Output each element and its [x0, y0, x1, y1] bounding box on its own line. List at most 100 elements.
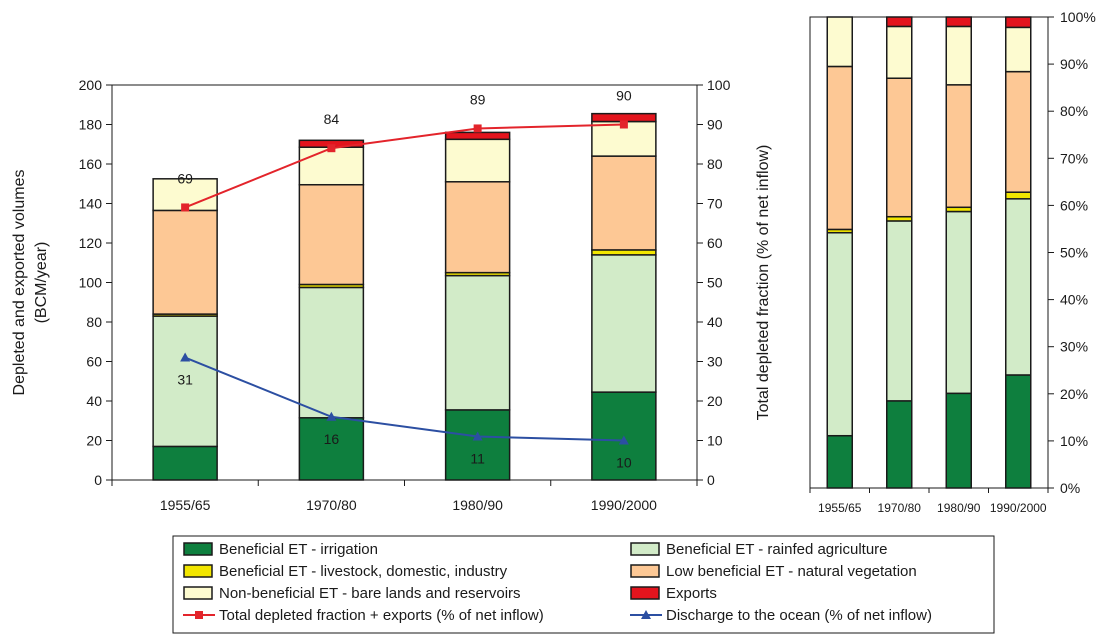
bar-segment-low-beneficial-et-natural-vegetation: [591, 155, 657, 251]
right-y-tick-label: 10: [707, 433, 723, 449]
pct-bar-segment-beneficial-et-irrigation: [826, 434, 853, 489]
right-y-tick-label: 60: [707, 235, 723, 251]
pct-y-tick-label: 60%: [1060, 197, 1088, 213]
pct-bar-segment-non-beneficial-et-bare-lands-and-reservoirs: [886, 25, 913, 79]
pct-bar-segment-low-beneficial-et-natural-vegetation: [826, 65, 853, 231]
pct-bar-segment-non-beneficial-et-bare-lands-and-reservoirs: [826, 16, 853, 68]
pct-bar-segment-beneficial-et-rainfed-agriculture: [945, 210, 972, 395]
pct-bar-segment-non-beneficial-et-bare-lands-and-reservoirs: [945, 25, 972, 86]
bar-segment-non-beneficial-et-bare-lands-and-reservoirs: [298, 146, 365, 186]
bar-segment-low-beneficial-et-natural-vegetation: [444, 181, 511, 274]
right-y-tick-label: 40: [707, 314, 723, 330]
pct-bar-segment-beneficial-et-irrigation: [886, 400, 913, 489]
right-y-tick-label: 20: [707, 393, 723, 409]
pct-bar-segment-low-beneficial-et-natural-vegetation: [1005, 70, 1032, 193]
bar-segment-beneficial-et-rainfed-agriculture: [152, 315, 218, 448]
pct-y-tick-label: 30%: [1060, 339, 1088, 355]
left-y-axis-title: Depleted and exported volumes: [11, 170, 28, 396]
data-label-total-depleted-fraction-exports-of-net-inflow: 69: [177, 170, 193, 186]
left-y-tick-label: 60: [86, 354, 102, 370]
bar-segment-exports: [591, 112, 657, 123]
right-y-tick-label: 0: [707, 472, 715, 488]
line-total-depleted-fraction-exports-of-net-inflow: [184, 123, 624, 209]
line-marker-square: [619, 120, 628, 129]
left-y-tick-label: 160: [79, 156, 103, 172]
line-marker-square: [181, 203, 190, 212]
pct-y-tick-label: 0%: [1060, 480, 1080, 496]
pct-bar-segment-exports: [886, 16, 913, 28]
pct-y-tick-label: 10%: [1060, 433, 1088, 449]
pct-y-tick-label: 40%: [1060, 292, 1088, 308]
legend-swatch-beneficial-et-livestock-domestic-industry: [183, 564, 213, 578]
legend-swatch-exports: [630, 586, 660, 600]
legend-label-exports: Exports: [666, 585, 717, 602]
bar-segment-beneficial-et-rainfed-agriculture: [591, 254, 657, 393]
pct-bar-segment-low-beneficial-et-natural-vegetation: [945, 84, 972, 209]
legend-label-non-beneficial-et-bare-lands-and-reservoirs: Non-beneficial ET - bare lands and reser…: [219, 585, 521, 602]
right-y-tick-label: 100: [707, 77, 731, 93]
left-y-tick-label: 80: [86, 314, 102, 330]
pct-y-tick-label: 100%: [1060, 9, 1096, 25]
bar-segment-exports: [444, 131, 511, 141]
left-y-axis-unit: (BCM/year): [33, 242, 50, 324]
pct-bar-segment-beneficial-et-irrigation: [945, 392, 972, 489]
left-y-tick-label: 140: [79, 196, 103, 212]
x-tick-label: 1990/2000: [591, 497, 657, 513]
left-y-tick-label: 200: [79, 77, 103, 93]
bar-segment-non-beneficial-et-bare-lands-and-reservoirs: [444, 138, 511, 183]
bar-segment-low-beneficial-et-natural-vegetation: [152, 209, 218, 315]
pct-y-tick-label: 80%: [1060, 103, 1088, 119]
pct-x-tick-label: 1970/80: [878, 501, 922, 515]
legend-label-beneficial-et-livestock-domestic-industry: Beneficial ET - livestock, domestic, ind…: [219, 563, 508, 580]
left-y-tick-label: 100: [79, 275, 103, 291]
line-marker-triangle: [618, 435, 629, 445]
left-y-tick-label: 40: [86, 393, 102, 409]
data-label-discharge-to-the-ocean-of-net-inflow: 16: [324, 431, 340, 447]
right-y-axis-title: Total depleted fraction (% of net inflow…: [755, 145, 772, 421]
pct-x-tick-label: 1955/65: [818, 501, 862, 515]
bar-segment-low-beneficial-et-natural-vegetation: [298, 183, 365, 286]
pct-bar-segment-exports: [945, 16, 972, 28]
right-percent-stacked-bar-chart: 0% 10% 20% 30% 40% 50% 60% 70% 80% 90% 100% 1955/65…: [809, 9, 1096, 515]
left-y-tick-label: 120: [79, 235, 103, 251]
bar-segment-beneficial-et-irrigation: [444, 409, 511, 481]
x-tick-label: 1970/80: [306, 497, 357, 513]
bar-segment-beneficial-et-rainfed-agriculture: [444, 274, 511, 411]
pct-bar-segment-beneficial-et-rainfed-agriculture: [1005, 198, 1032, 376]
pct-bar-segment-beneficial-et-irrigation: [1005, 374, 1032, 489]
line-marker-triangle: [180, 352, 191, 362]
legend-marker-square: [195, 611, 203, 619]
pct-bar-segment-exports: [1005, 16, 1032, 29]
pct-bar-segment-low-beneficial-et-natural-vegetation: [886, 77, 913, 218]
line-marker-square: [327, 144, 336, 153]
right-y-tick-label: 50: [707, 275, 723, 291]
legend-label-total-depleted-fraction-exports-of-net-inflow: Total depleted fraction + exports (% of …: [219, 607, 544, 624]
line-marker-triangle: [472, 431, 483, 441]
pct-x-tick-label: 1990/2000: [990, 501, 1047, 515]
legend-label-discharge-to-the-ocean-of-net-inflow: Discharge to the ocean (% of net inflow): [666, 607, 932, 624]
pct-y-tick-label: 20%: [1060, 386, 1088, 402]
legend-swatch-beneficial-et-rainfed-agriculture: [630, 542, 660, 556]
legend-label-beneficial-et-rainfed-agriculture: Beneficial ET - rainfed agriculture: [666, 541, 888, 558]
data-label-total-depleted-fraction-exports-of-net-inflow: 89: [470, 91, 486, 107]
pct-y-tick-label: 90%: [1060, 56, 1088, 72]
pct-y-tick-label: 70%: [1060, 150, 1088, 166]
legend-frame: [172, 535, 995, 634]
data-label-discharge-to-the-ocean-of-net-inflow: 11: [470, 451, 485, 467]
pct-bar-segment-non-beneficial-et-bare-lands-and-reservoirs: [1005, 26, 1032, 73]
data-label-discharge-to-the-ocean-of-net-inflow: 10: [616, 455, 632, 471]
line-marker-triangle: [326, 411, 337, 421]
data-label-total-depleted-fraction-exports-of-net-inflow: 90: [616, 88, 632, 104]
legend-swatch-beneficial-et-irrigation: [183, 542, 213, 556]
pct-x-tick-label: 1980/90: [937, 501, 981, 515]
data-label-total-depleted-fraction-exports-of-net-inflow: 84: [324, 111, 340, 127]
legend: Beneficial ET - irrigation Beneficial ET …: [172, 535, 995, 634]
x-tick-label: 1980/90: [452, 497, 503, 513]
right-y-tick-label: 30: [707, 354, 723, 370]
line-discharge-to-the-ocean-of-net-inflow: [184, 356, 624, 442]
bar-segment-beneficial-et-irrigation: [152, 445, 218, 481]
bar-segment-beneficial-et-rainfed-agriculture: [298, 286, 365, 419]
bar-segment-beneficial-et-irrigation: [298, 417, 365, 481]
left-y-tick-label: 0: [94, 472, 102, 488]
